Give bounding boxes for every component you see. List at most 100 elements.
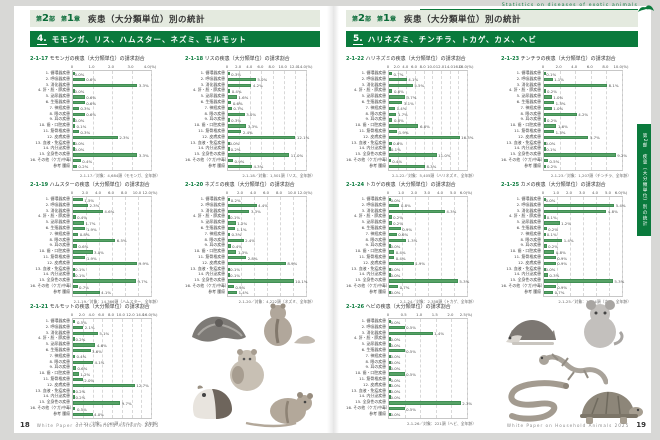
bar [73,256,86,260]
category-label: 7. 神経疾患 [49,230,70,236]
category-label: 4. 肝・胆・膵疾患 [508,87,541,93]
bar-row: 0.8% [544,249,622,255]
tick-label: 2.0 [410,190,418,195]
part-label: 第2部 [36,13,55,24]
bar [73,221,85,225]
bar-row: 1.9% [73,255,151,261]
bar-row: 0.0% [389,319,467,325]
bar [389,209,445,214]
tick-label: 2.0 [565,190,573,195]
value-label: 1.6% [557,123,568,129]
bar-row: 0.0% [389,360,467,366]
category-label: 6. 生殖器疾患 [200,98,225,104]
category-label: 5. 泌尿器疾患 [45,219,70,225]
bar [228,106,232,111]
tick-label: 2.0 [555,64,562,69]
bar-row: 0.8% [389,88,467,94]
plot-area: 0.0% 5.4% 4.8% 0.1% 1.2% 0.2% 0.1% 1.4% 0.2% 0.8%… [543,196,626,297]
category-label: 7. 神経疾患 [365,230,386,236]
bar [389,130,398,134]
bar [544,250,555,254]
bar-row: 11.0% [228,152,306,158]
value-label: 2.3% [119,135,130,141]
bird-logo-icon [638,5,654,12]
category-label: 5. 泌尿器疾患 [516,219,541,225]
page-number: 19 [636,421,646,429]
bar-row: 0.3% [544,272,622,278]
bar-row: 1.4% [389,106,467,112]
bar [389,89,393,93]
value-label: 4.1% [101,290,112,296]
tick-label: 0 [70,312,74,317]
photo-snake [508,380,569,422]
value-label: 0.6% [398,232,409,238]
bar-row: 0.0% [389,243,467,249]
category-label: 11. 筋骨格疾患 [359,127,386,133]
bar-row: 1.3% [228,249,306,255]
bar-row: 0.0% [73,141,151,147]
category-label: 1. 循環器疾患 [516,196,541,201]
category-label: 7. 神経疾患 [520,230,541,236]
bar-row: 1.4% [544,238,622,244]
bar [73,232,79,237]
category-label: 5. 泌尿器疾患 [516,93,541,99]
bar [389,250,395,254]
chart-number: 2-1-22 [346,56,365,62]
tick-label: 2.0 [78,312,85,317]
category-label: 15. 全身性の疾患 [355,399,386,405]
axis-tick-labels: 0 1.0 2.0 3.0 4.0(%) [71,64,157,70]
value-label: 0.0% [390,336,401,342]
bar-row: 0.4% [228,243,306,249]
bar-row: 0.2% [73,394,151,400]
bar [544,279,613,283]
bar [73,147,75,151]
chapter-title: 疾患（大分類単位）別の統計 [88,14,206,25]
english-caption: Statistics on diseases of exotic animals [420,3,638,10]
footer-text: White Paper on Household Animals 2025 [36,423,160,428]
tick-label: 6.0 [410,64,418,69]
category-label: 2. 呼吸器疾患 [45,75,70,81]
value-label: 0.4% [395,255,406,261]
value-label: 3.3% [138,83,149,89]
chart-number: 2-1-19 [30,182,49,188]
bar-row: 5.1% [73,331,151,337]
category-label: 4. 肝・胆・膵疾患 [192,87,225,93]
bar-row: 1.7% [389,112,467,118]
value-label: 1.2% [80,371,91,377]
value-label: 0.4% [76,354,87,360]
bar-row: 8.9% [228,261,306,267]
chart-title: 2-1-21 モルモットの疾患（大分類単位）の請求割合 [30,304,180,312]
category-label: 参考 腫瘍 [208,288,225,294]
value-label: 0.2% [547,117,557,123]
bar-row: 1.3% [544,129,622,135]
bar-row: 0.3% [228,117,306,123]
value-label: 0.9% [234,158,245,164]
tick-label: 18.0(%) [458,64,474,69]
gridline [280,197,281,296]
bar-row: 9.9% [73,261,151,267]
value-label: 0.1% [230,267,241,273]
category-label: 12. 皮膚疾患 [363,133,386,139]
value-label: 2.0% [84,377,95,383]
bar [228,290,238,295]
value-label: 4.2% [578,112,589,118]
category-label: 12. 皮膚疾患 [363,259,386,265]
category-labels: 1. 循環器疾患 2. 呼吸器疾患 3. 消化器疾患 4. 肝・胆・膵疾患 5. 泌尿器… [346,70,390,171]
edge-tab-label: 第2部 疾患（大分類単位）別の統計 [642,133,647,227]
gridline [250,71,252,170]
value-label: 0.7% [79,284,89,290]
gridline [121,319,123,418]
chart-number: 2-1-26 [346,304,365,310]
category-label: 13. 血液・免疫疾患 [351,265,386,271]
value-label: 5.5% [414,83,425,89]
category-label: 13. 血液・免疫疾患 [351,139,386,145]
value-label: 0.0% [390,243,401,249]
bar [73,372,79,376]
category-label: 2. 呼吸器疾患 [200,75,225,81]
bar-row: 1.6% [544,123,622,129]
value-label: 3.3% [138,152,149,158]
bar-row: 0.0% [389,197,467,203]
value-label: 1.9% [415,261,426,267]
tick-label: 10.0 [278,64,287,69]
tick-label: 12.0 [289,64,299,69]
